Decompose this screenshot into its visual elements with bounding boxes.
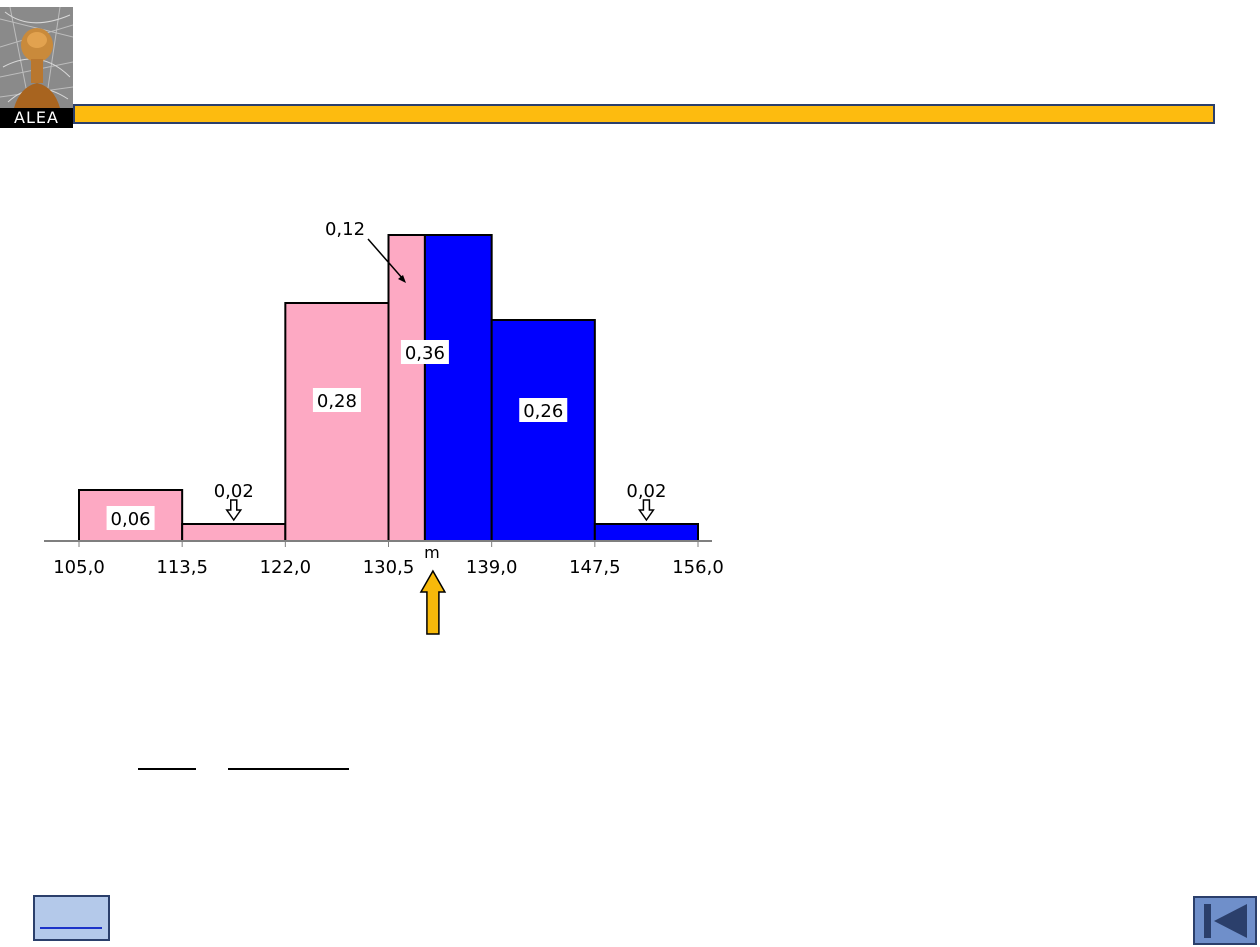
logo-figure-image [0,7,73,108]
alea-logo: ALEA [0,7,73,128]
histogram-bar [181,523,287,542]
histogram-bar [423,234,493,542]
bar-value-label: 0,02 [214,481,254,502]
histogram-bar [593,523,699,542]
bar-value-label-bg [312,388,361,412]
x-tick-label: 122,0 [260,557,312,578]
bar-value-label: 0,06 [111,509,151,530]
bar-value-label-bg [519,398,568,422]
bar-value-label: 0,28 [317,391,357,412]
x-tick-label: 156,0 [672,557,724,578]
small-down-arrow [225,499,243,522]
back-link-button[interactable] [33,895,110,941]
x-tick-label: 130,5 [363,557,415,578]
x-tick-label: 105,0 [53,557,105,578]
histogram-bar [284,302,390,542]
histogram-chart: 105,0 113,5 122,0 130,5 139,0 147,5 156,0 0,06 0… [44,219,724,635]
x-tick-label: 113,5 [156,557,208,578]
pointer-line [367,238,404,280]
x-tick-label: 147,5 [569,557,621,578]
first-slide-button[interactable] [1193,896,1257,945]
bar-value-label-bg [400,340,449,364]
small-down-arrow [637,499,655,522]
bar-value-label: 0,12 [325,219,365,240]
pointer-head [398,275,406,283]
bar-value-label: 0,36 [405,343,445,364]
header-bar [73,104,1215,124]
fraction-line-1 [138,768,196,770]
bar-value-label: 0,02 [626,481,666,502]
skip-back-icon [1204,904,1247,938]
fraction-line-2 [228,768,349,770]
histogram-bar [387,234,426,542]
bar-value-label: 0,26 [523,401,563,422]
median-arrow [419,569,447,635]
bar-value-label-bg [106,506,155,530]
histogram-bar [490,319,596,542]
link-underline [40,927,102,929]
median-label: m [424,543,440,562]
x-tick-label: 139,0 [466,557,518,578]
logo-text: ALEA [0,108,73,128]
